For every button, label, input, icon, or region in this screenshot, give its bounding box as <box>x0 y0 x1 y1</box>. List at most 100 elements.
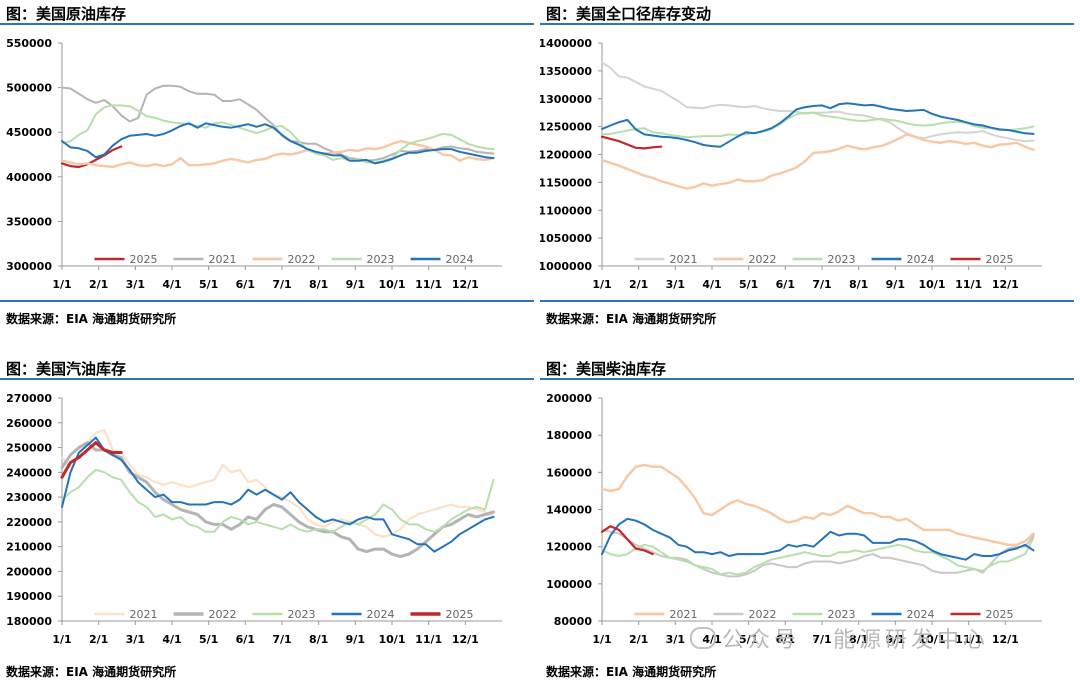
x-tick-label: 8/1 <box>309 278 328 291</box>
x-tick-label: 2/1 <box>89 278 108 291</box>
x-tick-label: 7/1 <box>272 633 291 646</box>
y-tick-label: 1150000 <box>540 176 592 189</box>
y-tick-label: 1400000 <box>540 37 592 50</box>
panel-crude: 图：美国原油库存 300000 350000 400000 450000 500000 5… <box>0 0 540 341</box>
x-tick-label: 3/1 <box>666 278 685 291</box>
series-line-2023 <box>601 111 1035 139</box>
y-tick-label: 190000 <box>6 590 52 603</box>
x-tick-label: 7/1 <box>812 278 831 291</box>
series-line-2024 <box>601 517 1035 561</box>
x-tick-label: 9/1 <box>886 633 905 646</box>
y-tick-label: 500000 <box>6 82 52 95</box>
y-tick-label: 260000 <box>6 417 52 430</box>
x-tick-label: 10/1 <box>919 278 946 291</box>
x-tick-label: 11/1 <box>955 633 982 646</box>
series-line-2024 <box>61 436 495 553</box>
legend-label-2025: 2025 <box>130 253 158 266</box>
y-tick-label: 1350000 <box>540 65 592 78</box>
chart-title: 图：美国原油库存 <box>6 5 127 23</box>
x-tick-label: 12/1 <box>452 278 479 291</box>
x-tick-label: 4/1 <box>162 633 181 646</box>
series-line-2025 <box>60 441 123 479</box>
series-line-2023 <box>601 536 1035 576</box>
series-line-2021 <box>601 61 1035 143</box>
y-tick-label: 270000 <box>6 392 52 405</box>
x-tick-label: 1/1 <box>592 278 611 291</box>
legend-label-2022: 2022 <box>749 253 777 266</box>
x-tick-label: 11/1 <box>415 278 442 291</box>
x-tick-label: 2/1 <box>89 633 108 646</box>
x-tick-label: 2/1 <box>629 633 648 646</box>
y-tick-label: 1000000 <box>540 260 592 273</box>
x-tick-label: 6/1 <box>236 633 255 646</box>
panel-diesel: 图：美国柴油库存 80000 100000 120000 140000 160000 18… <box>540 355 1080 696</box>
y-tick-label: 220000 <box>6 516 52 529</box>
chart-title: 图：美国全口径库存变动 <box>546 5 712 23</box>
gasoline-chart: 180000 190000 200000 210000 220000 230000 2400… <box>6 392 502 646</box>
source-note: 数据来源：EIA 海通期货研究所 <box>546 665 717 679</box>
x-tick-label: 3/1 <box>666 633 685 646</box>
x-tick-label: 1/1 <box>592 633 611 646</box>
source-note: 数据来源：EIA 海通期货研究所 <box>6 312 177 326</box>
legend-label-2023: 2023 <box>828 253 856 266</box>
x-tick-label: 4/1 <box>162 278 181 291</box>
legend-label-2024: 2024 <box>446 253 474 266</box>
series-line-2021 <box>600 463 1035 547</box>
series-line-2022 <box>60 139 495 169</box>
legend-label-2024: 2024 <box>367 608 395 621</box>
watermark: 公众号 · 能源研发中心 <box>690 622 989 654</box>
y-tick-label: 140000 <box>546 504 592 517</box>
y-tick-label: 200000 <box>6 565 52 578</box>
panel-gasoline: 图：美国汽油库存 180000 190000 200000 210000 220000 2… <box>0 355 540 696</box>
legend-label-2021: 2021 <box>670 253 698 266</box>
x-tick-label: 5/1 <box>739 633 758 646</box>
x-tick-label: 1/1 <box>52 278 71 291</box>
x-tick-label: 9/1 <box>886 278 905 291</box>
x-tick-label: 3/1 <box>126 633 145 646</box>
legend-label-2021: 2021 <box>209 253 237 266</box>
series-line-2021 <box>60 429 495 538</box>
source-note: 数据来源：EIA 海通期货研究所 <box>6 665 177 679</box>
legend-label-2024: 2024 <box>907 253 935 266</box>
source-note: 数据来源：EIA 海通期货研究所 <box>546 312 717 326</box>
legend-label-2024: 2024 <box>907 608 935 621</box>
x-tick-label: 11/1 <box>415 633 442 646</box>
x-tick-label: 3/1 <box>126 278 145 291</box>
source-rule <box>540 300 1074 302</box>
y-tick-label: 450000 <box>6 126 52 139</box>
legend-label-2022: 2022 <box>749 608 777 621</box>
x-tick-label: 12/1 <box>992 633 1019 646</box>
y-tick-label: 550000 <box>6 37 52 50</box>
x-tick-label: 7/1 <box>812 633 831 646</box>
x-tick-label: 11/1 <box>955 278 982 291</box>
y-tick-label: 1050000 <box>540 232 592 245</box>
series-line-2024 <box>61 122 495 165</box>
x-tick-label: 9/1 <box>346 278 365 291</box>
y-tick-label: 300000 <box>6 260 52 273</box>
series-line-2023 <box>61 104 495 164</box>
legend-label-2021: 2021 <box>670 608 698 621</box>
x-tick-label: 6/1 <box>776 278 795 291</box>
legend-label-2022: 2022 <box>288 253 316 266</box>
y-tick-label: 250000 <box>6 442 52 455</box>
x-tick-label: 8/1 <box>849 278 868 291</box>
y-tick-label: 240000 <box>6 466 52 479</box>
chart-title: 图：美国汽油库存 <box>6 360 127 378</box>
x-tick-label: 5/1 <box>739 278 758 291</box>
legend-label-2025: 2025 <box>986 608 1014 621</box>
x-tick-label: 10/1 <box>379 633 406 646</box>
series-line-2024 <box>601 102 1035 148</box>
x-tick-label: 12/1 <box>992 278 1019 291</box>
series-line-2025 <box>60 145 123 169</box>
source-rule <box>0 300 534 302</box>
legend-label-2021: 2021 <box>130 608 158 621</box>
y-tick-label: 180000 <box>546 429 592 442</box>
y-tick-label: 210000 <box>6 541 52 554</box>
y-tick-label: 120000 <box>546 541 592 554</box>
x-tick-label: 5/1 <box>199 278 218 291</box>
x-tick-label: 2/1 <box>629 278 648 291</box>
y-tick-label: 200000 <box>546 392 592 405</box>
x-tick-label: 6/1 <box>776 633 795 646</box>
y-tick-label: 1100000 <box>540 204 592 217</box>
legend-label-2022: 2022 <box>209 608 237 621</box>
